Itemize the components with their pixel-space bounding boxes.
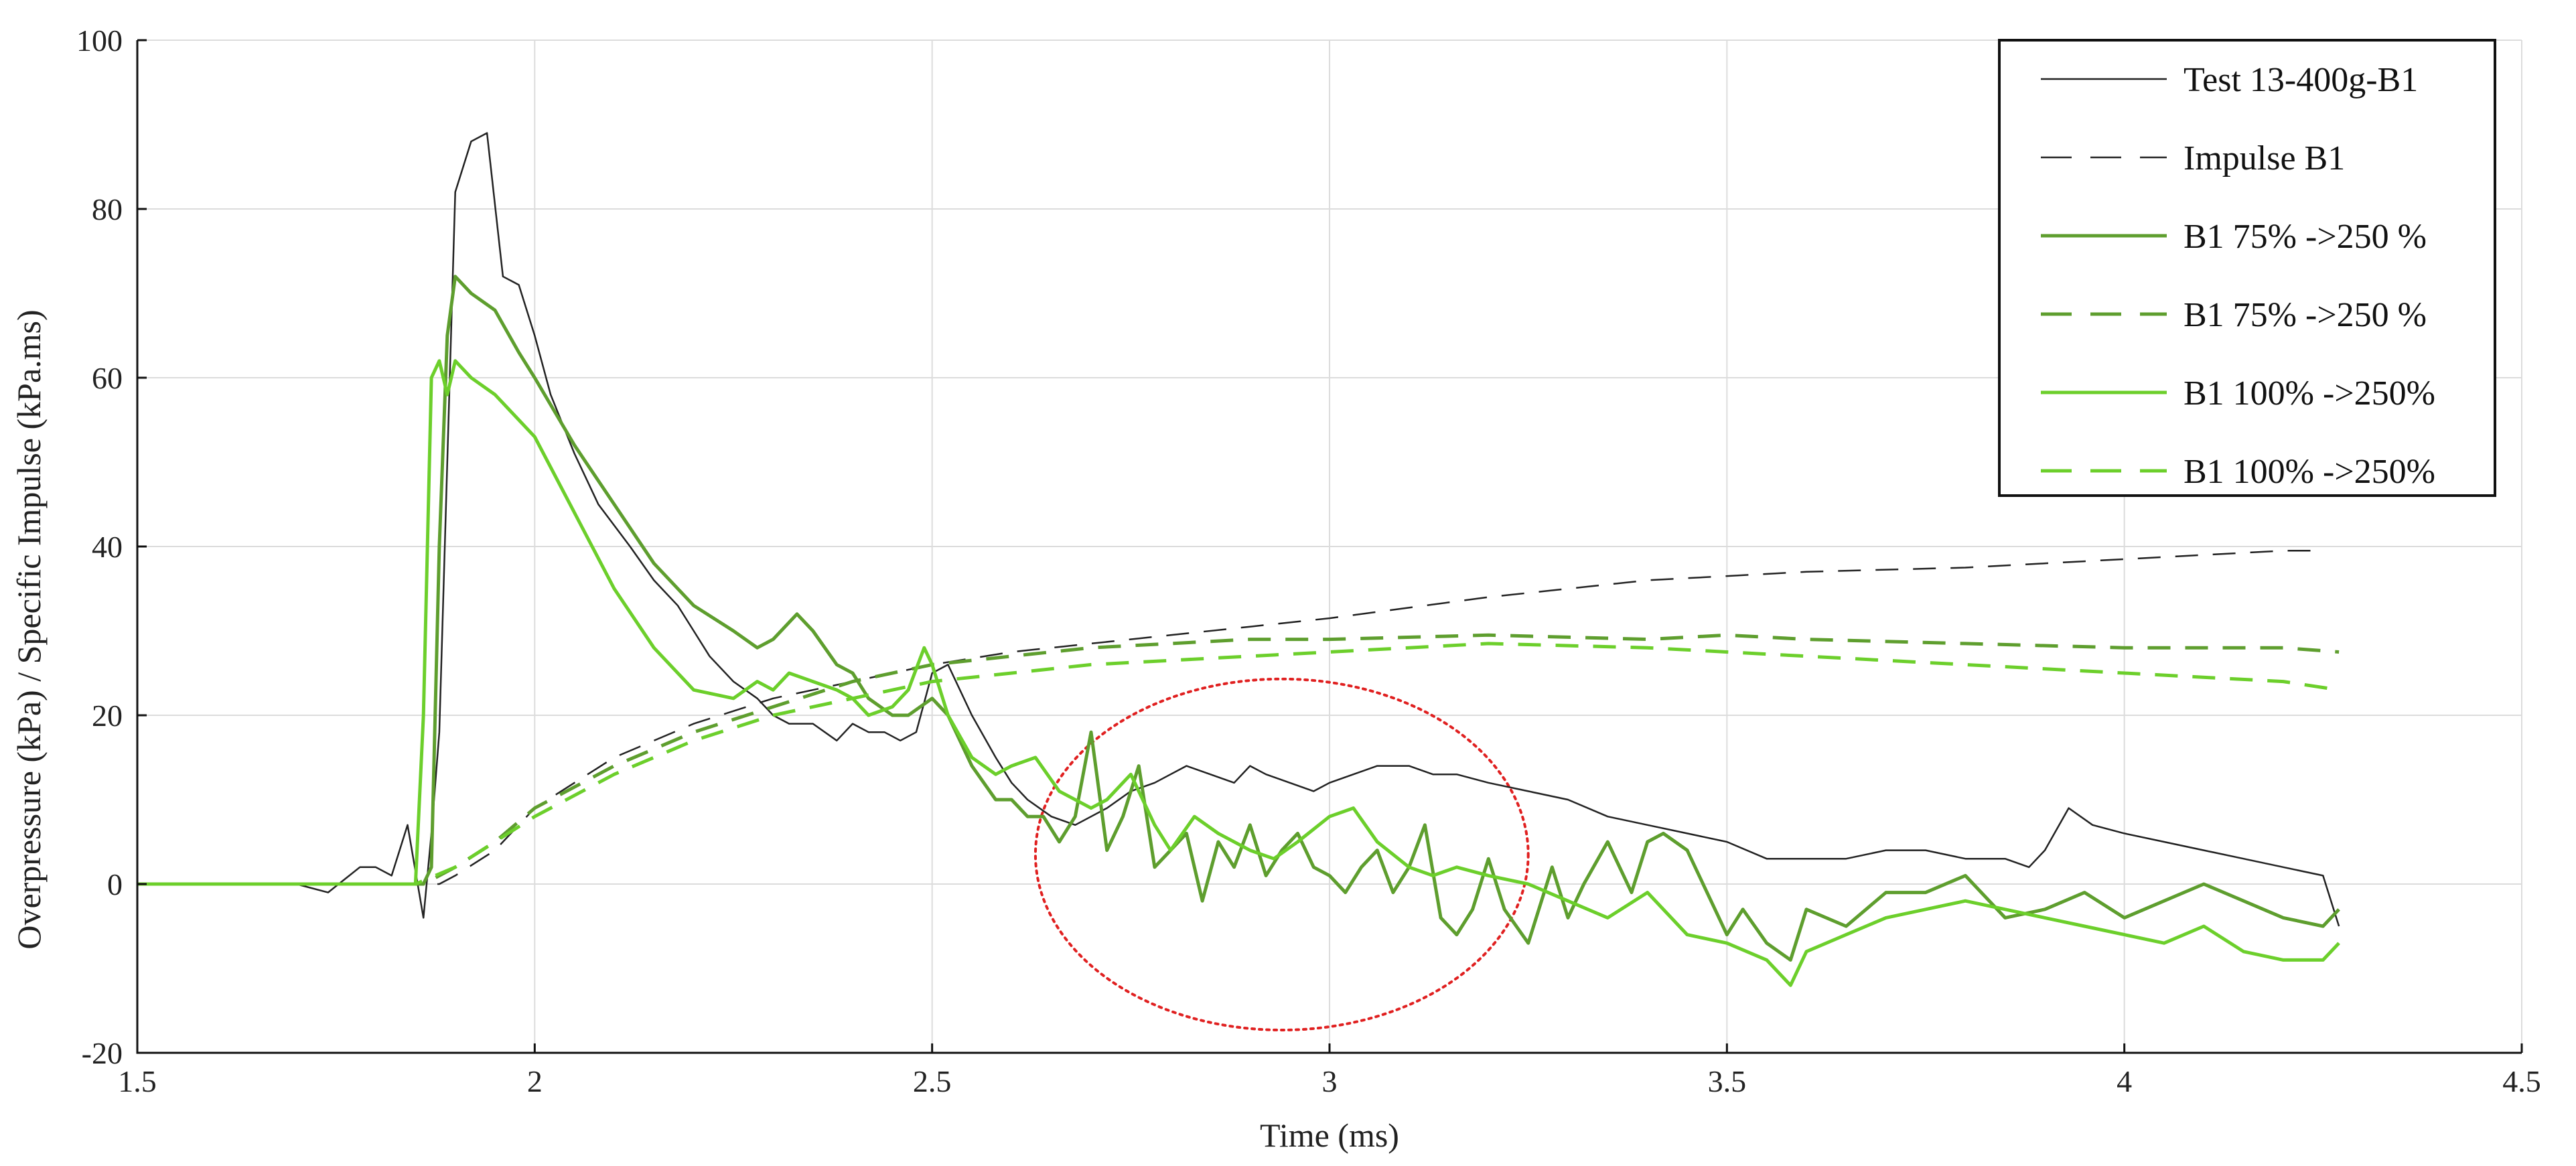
- legend-label: Test 13-400g-B1: [2184, 61, 2418, 99]
- x-tick-label: 2.5: [913, 1064, 952, 1098]
- x-tick-label: 4.5: [2502, 1064, 2541, 1098]
- x-tick-label: 2: [527, 1064, 543, 1098]
- y-tick-label: 0: [107, 867, 123, 901]
- series-line-5: [137, 642, 2340, 886]
- legend-label: Impulse B1: [2184, 139, 2345, 177]
- x-tick-label: 3: [1322, 1064, 1338, 1098]
- legend-label: B1 100% ->250%: [2184, 453, 2435, 491]
- series-line-1: [137, 550, 2323, 885]
- series-line-0: [137, 132, 2340, 927]
- y-tick-label: 20: [92, 699, 123, 733]
- legend-box: [1998, 39, 2496, 497]
- x-tick-label: 3.5: [1708, 1064, 1747, 1098]
- x-tick-label: 4: [2117, 1064, 2132, 1098]
- x-axis-title: Time (ms): [1260, 1116, 1399, 1154]
- y-axis-title: Overpressure (kPa) / Specific Impulse (k…: [10, 309, 48, 949]
- y-tick-label: 100: [76, 23, 123, 58]
- tick-labels: 1.5 2 2.5 3 3.5 4 4.5 -20 0 20 40 60 80 100: [76, 23, 2541, 1098]
- annotation: [1033, 677, 1530, 1031]
- axis-frame: [136, 40, 2522, 1054]
- legend-label: B1 75% ->250 %: [2184, 218, 2427, 256]
- y-tick-label: 60: [92, 361, 123, 395]
- legend-label: B1 75% ->250 %: [2184, 296, 2427, 334]
- legend-label: B1 100% ->250%: [2184, 374, 2435, 413]
- x-tick-label: 1.5: [118, 1064, 157, 1098]
- highlight-ellipse: [1033, 677, 1530, 1031]
- y-tick-label: -20: [82, 1036, 123, 1070]
- y-tick-label: 80: [92, 192, 123, 226]
- axes: [136, 39, 2523, 1054]
- series-lines: [137, 132, 2340, 987]
- legend: Test 13-400g-B1 Impulse B1 B1 75% ->250 % B…: [1998, 39, 2496, 497]
- y-tick-label: 40: [92, 530, 123, 564]
- series-line-3: [137, 633, 2340, 886]
- series-line-4: [137, 359, 2340, 987]
